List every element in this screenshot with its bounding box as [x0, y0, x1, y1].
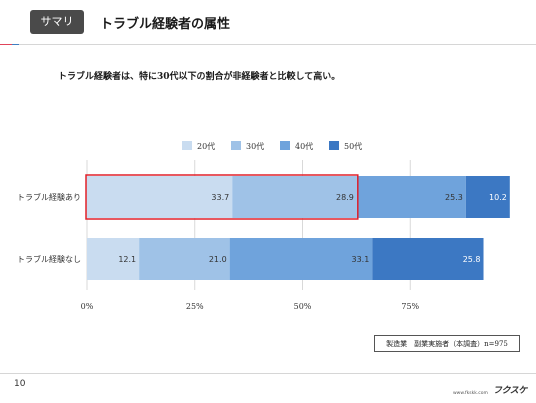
bar-segment — [87, 176, 233, 218]
bar-segment — [232, 176, 357, 218]
data-label: 12.1 — [118, 255, 136, 264]
legend-label: 50代 — [344, 141, 362, 151]
summary-tag: サマリ — [30, 10, 84, 34]
header-rule-accent-red — [0, 44, 12, 45]
data-label: 33.7 — [211, 193, 229, 202]
bar-segment — [229, 238, 373, 280]
legend-swatch — [182, 141, 192, 150]
page-number: 10 — [14, 379, 26, 389]
x-tick-label: 75% — [401, 302, 419, 311]
bar-segment — [87, 238, 140, 280]
data-label: 25.8 — [463, 255, 481, 264]
bar-segment — [356, 176, 466, 218]
highlight-box — [85, 174, 359, 220]
bar-segment — [372, 238, 484, 280]
legend-swatch — [231, 141, 241, 150]
header-rule-accent-blue — [12, 44, 19, 45]
x-tick-label: 50% — [294, 302, 312, 311]
category-label: トラブル経験なし — [17, 254, 81, 264]
sample-note: 製造業 副業実施者（本調査）n=975 — [374, 335, 520, 352]
legend-label: 40代 — [295, 141, 313, 151]
data-label: 21.0 — [209, 255, 227, 264]
page-title: トラブル経験者の属性 — [100, 17, 231, 32]
legend-swatch — [329, 141, 339, 150]
data-label: 33.1 — [352, 255, 370, 264]
chart-subtitle: トラブル経験者は、特に30代以下の割合が非経験者と比較して高い。 — [58, 72, 341, 82]
data-label: 25.3 — [445, 193, 463, 202]
footer-url: www.fkskk.com — [453, 391, 488, 396]
x-tick-label: 25% — [186, 302, 204, 311]
legend-swatch — [280, 141, 290, 150]
legend-label: 30代 — [246, 141, 264, 151]
footer-rule — [0, 373, 536, 374]
data-label: 28.9 — [336, 193, 354, 202]
x-tick-label: 0% — [81, 302, 94, 311]
legend-label: 20代 — [197, 141, 215, 151]
bar-segment — [139, 238, 230, 280]
brand-logo: フクスケ — [493, 386, 527, 396]
bar-segment — [465, 176, 510, 218]
header-rule — [19, 44, 536, 45]
data-label: 10.2 — [489, 193, 507, 202]
category-label: トラブル経験あり — [17, 192, 81, 202]
